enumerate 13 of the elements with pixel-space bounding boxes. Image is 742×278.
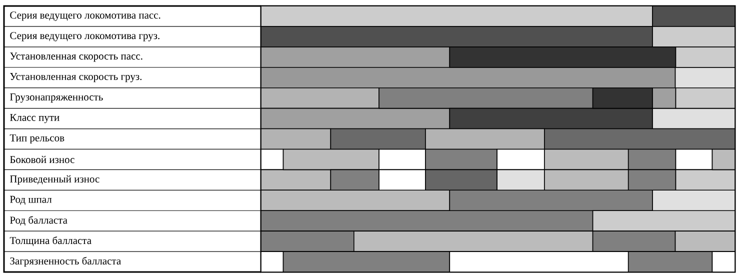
y-tick-label: Род шпал bbox=[10, 196, 52, 205]
y-tick-label: Приведенный износ bbox=[10, 175, 100, 185]
y-tick-label: Толщина балласта bbox=[10, 236, 92, 246]
y-tick-label: Класс пути bbox=[10, 114, 60, 124]
y-tick-label: Серия ведущего локомотива пасс. bbox=[10, 12, 160, 21]
y-tick-label: Серия ведущего локомотива груз. bbox=[10, 32, 160, 42]
y-tick-label: Боковой износ bbox=[10, 156, 74, 164]
y-tick-label: Тип рельсов bbox=[10, 134, 64, 144]
y-tick-label: Грузонапряженность bbox=[10, 94, 103, 103]
y-tick-label: Установленная скорость груз. bbox=[10, 73, 142, 82]
y-tick-label: Установленная скорость пасс. bbox=[10, 52, 142, 62]
y-tick-label: Род балласта bbox=[10, 216, 68, 226]
y-tick-label: Загрязненность балласта bbox=[10, 256, 121, 267]
